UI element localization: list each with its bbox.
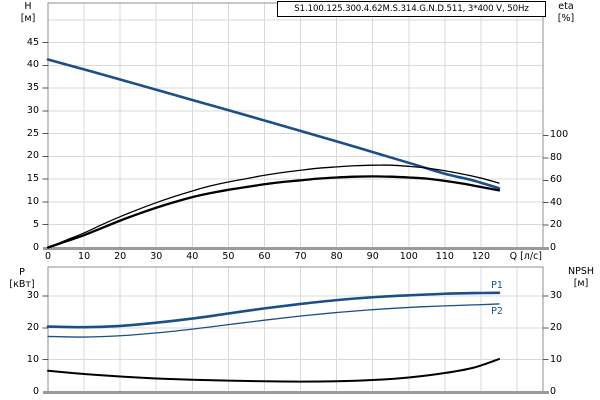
plot-border [47,266,544,392]
right-axis-tick-label: 0 [550,241,557,253]
left-axis-tick-label: 0 [32,385,39,397]
q-axis-label: Q [л/с] [509,250,542,262]
npsh-axis-label: NPSH [м] [559,266,600,289]
left-axis-tick-label: 40 [26,59,39,71]
plot-border [47,2,544,248]
h-axis-unit: [м] [20,12,36,24]
eta-axis-label: eta [%] [544,1,588,24]
x-axis-tick-label: 40 [186,251,199,262]
x-axis-tick-label: 50 [222,251,235,262]
x-axis-tick-label: 70 [294,251,307,262]
eta-pump-curve [47,164,500,249]
x-axis-tick-label: 100 [399,251,418,262]
left-axis-tick-label: 20 [26,150,39,162]
p-axis-label: P [кВт] [0,267,44,290]
right-axis-tick-label: 100 [550,129,569,141]
right-axis-tick-label: 60 [550,174,563,186]
p2-curve [47,303,500,338]
left-axis-tick-label: 20 [26,321,39,333]
p-axis-name: P [19,267,25,278]
left-axis-tick-label: 15 [26,173,39,185]
h-axis-label: H [м] [6,1,50,24]
npsh-axis-unit: [м] [573,277,589,289]
p-axis-unit: [кВт] [9,278,35,290]
left-axis-tick-label: 30 [26,289,39,301]
left-axis-tick-label: 10 [26,195,39,207]
left-axis-tick-label: 30 [26,104,39,116]
eta-pump-motor-curve [46,175,501,249]
npsh-axis-name: NPSH [567,266,594,277]
left-axis-tick-label: 35 [26,82,39,94]
x-axis-tick-label: 110 [435,251,454,262]
x-axis-tick-label: 120 [471,251,490,262]
h-axis-name: H [24,1,32,12]
pump-type-title: S1.100.125.300.4.62M.S.314.G.N.D.511, 3*… [277,1,546,17]
x-axis-tick-label: 80 [330,251,343,262]
x-axis-tick-label: 90 [366,251,379,262]
right-axis-tick-label: 80 [550,151,563,163]
p1-curve [46,291,501,329]
right-axis-tick-label: 20 [550,321,563,333]
right-axis-tick-label: 10 [550,353,563,365]
left-axis-tick-label: 0 [32,241,39,253]
right-axis-tick-label: 30 [550,289,563,301]
x-axis-tick-label: 0 [44,251,52,262]
right-axis-tick-label: 20 [550,219,563,231]
left-axis-tick-label: 45 [26,36,39,48]
left-axis-tick-label: 10 [26,353,39,365]
left-axis-tick-label: 5 [32,218,39,230]
eta-axis-unit: [%] [557,12,575,24]
x-axis-tick-label: 10 [78,251,91,262]
left-axis-tick-label: 25 [26,127,39,139]
p2-series-label: P2 [491,306,503,317]
right-axis-tick-label: 40 [550,196,563,208]
x-axis-tick-label: 30 [150,251,163,262]
x-axis-tick-label: 60 [258,251,271,262]
p1-series-label: P1 [491,280,503,291]
h-curve [46,58,501,190]
right-axis-tick-label: 0 [550,385,557,397]
x-axis-tick-label: 20 [114,251,127,262]
npsh-curve [47,358,500,383]
eta-axis-name: eta [558,1,574,12]
